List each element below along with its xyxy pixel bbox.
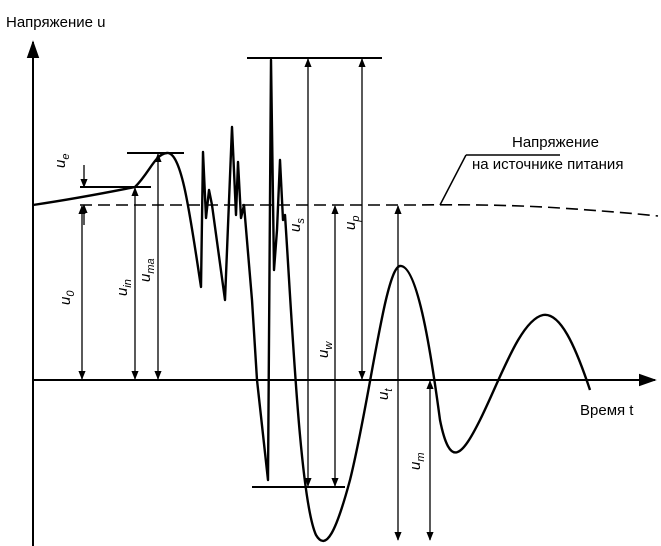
u-t-label: ut	[375, 388, 395, 400]
u-ma-label: uma	[137, 258, 157, 282]
supply-voltage-line	[80, 204, 659, 217]
u-m-label: um	[407, 452, 427, 470]
u-0-label: u0	[57, 290, 77, 305]
x-axis-label: Время t	[580, 402, 634, 419]
u-e-label: ue	[52, 154, 72, 168]
y-axis-label: Напряжение u	[6, 14, 106, 31]
supply-label-line2: на источнике питания	[472, 156, 623, 173]
supply-label-leader	[439, 154, 467, 206]
u-s-label: us	[287, 218, 307, 232]
u-in-label: uin	[114, 279, 134, 296]
voltage-waveform	[32, 58, 592, 543]
u-p-label: up	[342, 216, 362, 230]
u-w-label: uw	[315, 341, 335, 358]
supply-label-line1: Напряжение	[512, 134, 599, 151]
